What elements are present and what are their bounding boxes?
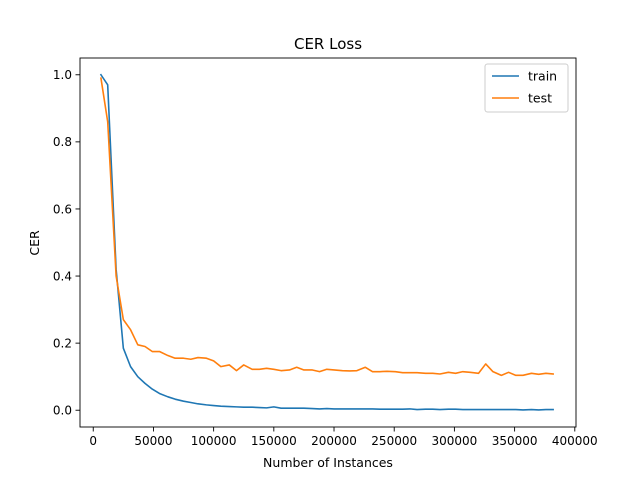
x-tick-label: 300000 <box>432 434 478 448</box>
y-tick-label: 1.0 <box>53 68 72 82</box>
y-tick-label: 0.8 <box>53 135 72 149</box>
y-tick-label: 0.4 <box>53 269 72 283</box>
axes-frame <box>79 57 577 428</box>
y-axis-title: CER <box>27 230 42 256</box>
x-axis-title: Number of Instances <box>263 455 393 470</box>
x-tick-label: 200000 <box>311 434 357 448</box>
x-tick-label: 250000 <box>371 434 417 448</box>
x-tick-label: 0 <box>89 434 97 448</box>
x-tick-label: 350000 <box>492 434 538 448</box>
x-tick-label: 100000 <box>191 434 237 448</box>
legend: train test <box>484 63 569 113</box>
legend-label-train: train <box>528 69 557 84</box>
x-tick-label: 150000 <box>251 434 297 448</box>
x-tick-label: 400000 <box>552 434 598 448</box>
chart-title: CER Loss <box>294 35 362 53</box>
series-line-test <box>100 77 555 377</box>
x-tick-label: 50000 <box>134 434 172 448</box>
y-tick-label: 0.2 <box>53 336 72 350</box>
y-tick-label: 0.6 <box>53 202 72 216</box>
y-tick-label: 0.0 <box>53 404 72 418</box>
legend-label-test: test <box>528 91 552 106</box>
series-line-train <box>99 73 554 411</box>
plot-area: 0 50000 100000 150000 200000 250000 300000 3500… <box>53 57 598 448</box>
